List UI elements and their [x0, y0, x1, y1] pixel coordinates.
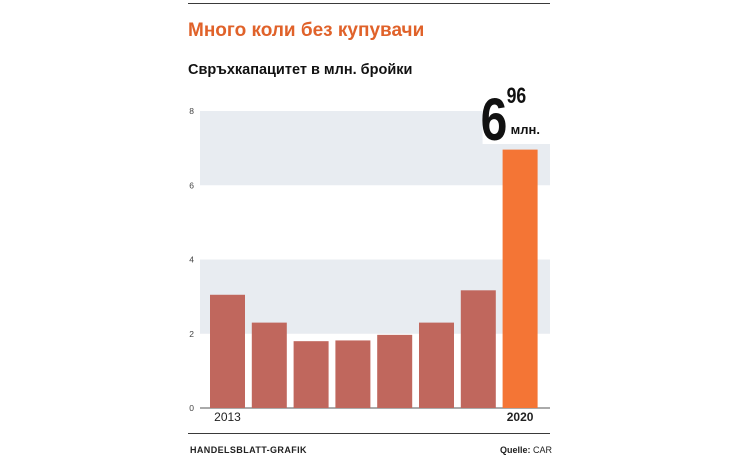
x-tick-label: 2020 [507, 410, 534, 424]
source-label: Quelle: [500, 445, 531, 455]
chart-subtitle: Свръхкапацитет в млн. бройки [188, 62, 413, 78]
callout-background [482, 76, 558, 144]
bar-2015 [293, 341, 329, 408]
bar-2016 [335, 340, 371, 408]
graphic-credit: HANDELSBLATT-GRAFIK [190, 445, 307, 455]
top-rule [188, 3, 550, 4]
callout-integer: 6 [481, 86, 508, 153]
y-tick-label: 4 [189, 255, 194, 265]
bottom-rule [188, 433, 550, 434]
bar-series [210, 149, 538, 409]
bar-2014 [251, 322, 287, 408]
y-tick-label: 0 [189, 403, 194, 413]
y-tick-label: 8 [189, 106, 194, 116]
callout-unit: млн. [511, 122, 540, 137]
bar-2018 [419, 322, 454, 408]
chart-title: Много коли без купувачи [188, 20, 425, 41]
callout-decimals: 96 [507, 84, 527, 108]
source-note: Quelle: CAR [500, 445, 552, 455]
bar-2020 [502, 149, 538, 409]
y-axis: 0 2 4 6 8 [189, 106, 194, 413]
bar-2019 [460, 290, 496, 408]
x-axis: 2013 2020 [214, 410, 534, 424]
y-tick-label: 2 [189, 329, 194, 339]
value-callout: 6 96 млн. [481, 76, 558, 153]
y-tick-label: 6 [189, 180, 194, 190]
bar-2017 [377, 334, 413, 408]
bar-2013 [210, 294, 245, 408]
source-name: CAR [533, 445, 553, 455]
x-tick-label: 2013 [214, 410, 241, 424]
